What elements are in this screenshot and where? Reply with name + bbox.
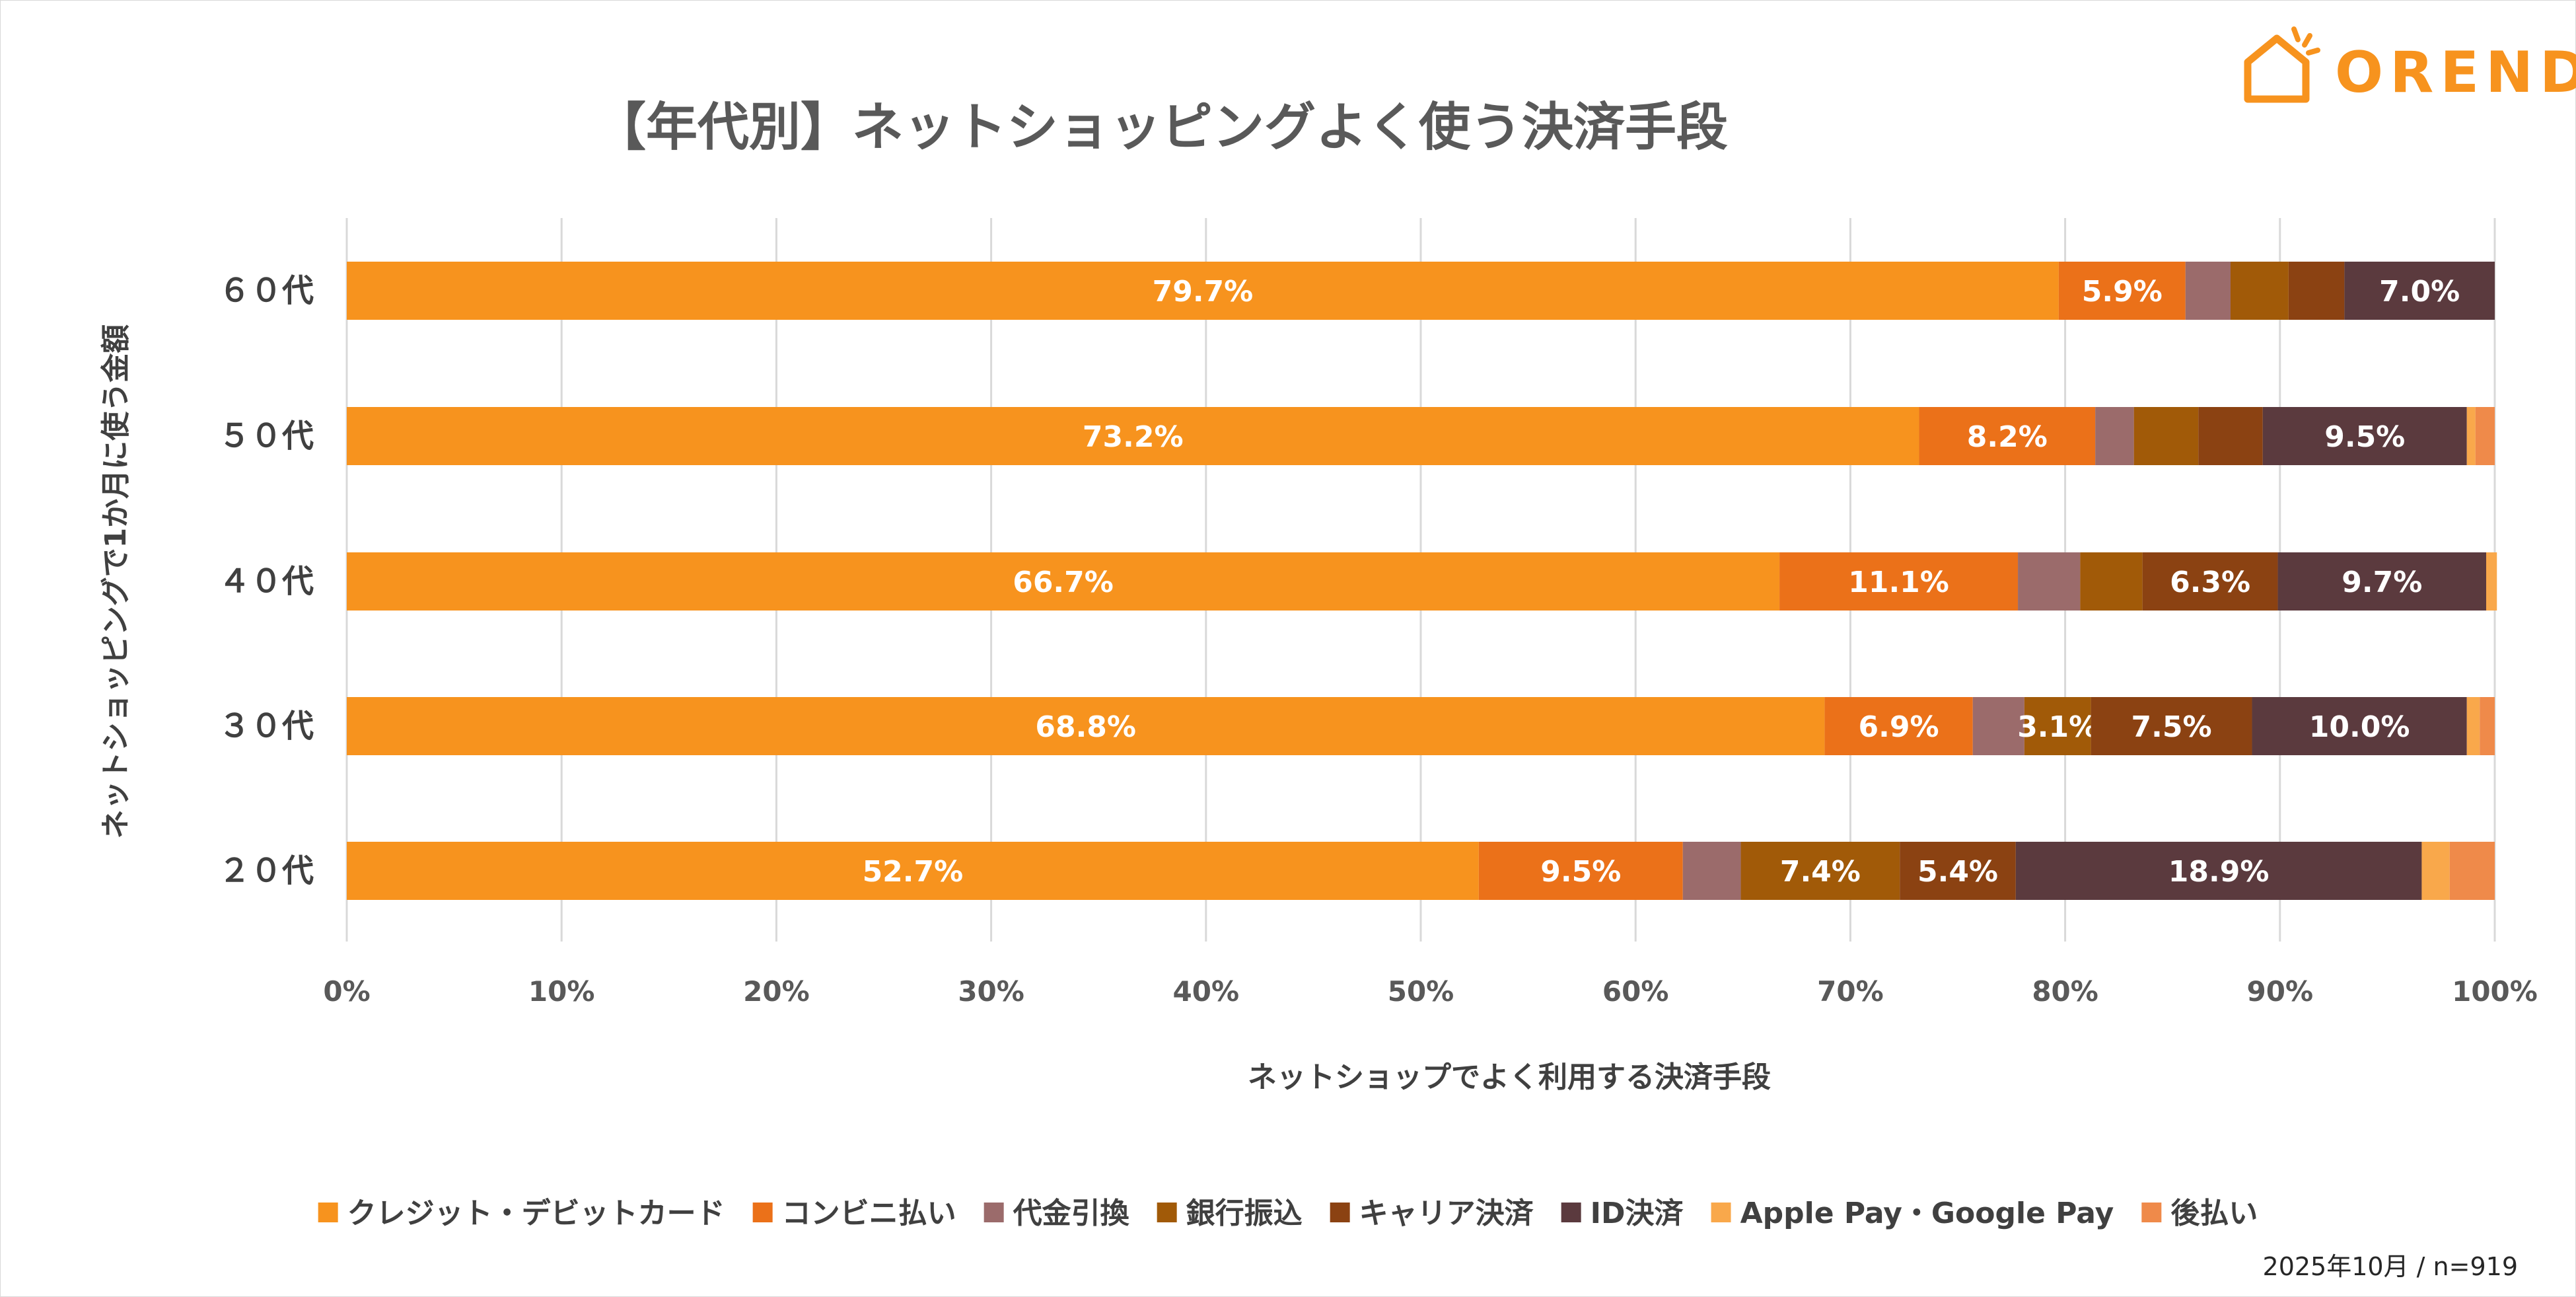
- bar-segment: [2024, 697, 2091, 755]
- y-category-label: ４０代: [219, 563, 314, 600]
- bar-segment: [1824, 697, 1973, 755]
- data-label: 5.4%: [1917, 855, 1998, 889]
- data-label: 7.0%: [2379, 275, 2460, 309]
- survey-footnote: 2025年10月 / n=919: [2262, 1252, 2518, 1281]
- bar-segment: [347, 407, 1919, 465]
- bar-segment: [1972, 697, 2024, 755]
- data-label: 11.1%: [1848, 566, 1949, 599]
- bar-segment: [2133, 407, 2199, 465]
- legend-swatch: [1157, 1203, 1177, 1222]
- y-axis-title: ネットショッピングで1か月に使う金額: [99, 324, 133, 839]
- legend-label: ID決済: [1591, 1197, 1684, 1230]
- bar-segment: [1740, 842, 1900, 900]
- legend-label: クレジット・デビットカード: [347, 1197, 725, 1230]
- bar-segment: [2252, 697, 2467, 755]
- bar-segment: [2185, 262, 2231, 320]
- bar-segment: [2486, 552, 2497, 611]
- legend-swatch: [2141, 1203, 2162, 1222]
- x-tick-label: 50%: [1388, 975, 1454, 1008]
- bar-segment: [2288, 262, 2345, 320]
- orend-logo: OREND: [2236, 21, 2576, 114]
- legend-swatch: [318, 1203, 338, 1222]
- bar-segment: [347, 842, 1479, 900]
- bar-segment: [1478, 842, 1683, 900]
- data-label: 6.3%: [2170, 566, 2250, 599]
- bar-segment: [2018, 552, 2081, 611]
- bar-segment: [347, 552, 1780, 611]
- legend-label: 銀行振込: [1186, 1197, 1303, 1230]
- bar-segment: [2277, 552, 2486, 611]
- legend-swatch: [752, 1203, 773, 1222]
- data-label: 7.5%: [2131, 710, 2212, 744]
- data-label: 8.2%: [1967, 420, 2048, 454]
- bar-segment: [2198, 407, 2263, 465]
- bar-segment: [347, 697, 1825, 755]
- legend-swatch: [1561, 1203, 1581, 1222]
- data-label: 9.5%: [2324, 420, 2405, 454]
- data-label: 3.1%: [2017, 710, 2098, 744]
- data-label: 18.9%: [2168, 855, 2270, 889]
- legend-label: キャリア決済: [1359, 1197, 1534, 1230]
- y-category-label: ６０代: [219, 272, 314, 309]
- bar-segment: [2421, 842, 2450, 900]
- y-category-label: ５０代: [219, 418, 314, 455]
- data-label: 7.4%: [1780, 855, 1861, 889]
- bar-segment: [2095, 407, 2134, 465]
- bar-segment: [2475, 407, 2495, 465]
- bar-segment: [2058, 262, 2186, 320]
- logo-wordmark: OREND: [2335, 40, 2576, 106]
- x-tick-label: 20%: [743, 975, 810, 1008]
- x-tick-label: 70%: [1817, 975, 1884, 1008]
- legend-label: 後払い: [2170, 1197, 2258, 1230]
- data-label: 52.7%: [863, 855, 964, 889]
- data-label: 5.9%: [2082, 275, 2163, 309]
- bar-segment: [2142, 552, 2278, 611]
- x-tick-label: 40%: [1173, 975, 1240, 1008]
- legend-label: Apple Pay・Google Pay: [1740, 1197, 2114, 1230]
- x-tick-label: 80%: [2032, 975, 2098, 1008]
- bar-segment: [2480, 697, 2495, 755]
- bar-segment: [1919, 407, 2096, 465]
- bar-segment: [1900, 842, 2016, 900]
- legend-label: コンビニ払い: [782, 1197, 956, 1230]
- bar-segment: [2466, 697, 2480, 755]
- x-tick-label: 60%: [1602, 975, 1669, 1008]
- y-category-label: ２０代: [219, 852, 314, 889]
- x-tick-label: 0%: [323, 975, 370, 1008]
- legend-label: 代金引換: [1013, 1197, 1130, 1230]
- data-label: 73.2%: [1083, 420, 1184, 454]
- y-category-label: ３０代: [219, 708, 314, 745]
- bar-segment: [2344, 262, 2495, 320]
- x-tick-label: 10%: [528, 975, 595, 1008]
- legend-swatch: [1330, 1203, 1350, 1222]
- bar-segment: [2091, 697, 2252, 755]
- bar-segment: [1682, 842, 1741, 900]
- data-label: 66.7%: [1013, 566, 1114, 599]
- bar-segment: [347, 262, 2059, 320]
- bar-segment: [2231, 262, 2289, 320]
- bar-segment: [1779, 552, 2019, 611]
- x-axis-title: ネットショップでよく利用する決済手段: [1248, 1060, 1771, 1094]
- bar-segment: [2466, 407, 2476, 465]
- x-tick-label: 90%: [2247, 975, 2314, 1008]
- x-tick-label: 30%: [958, 975, 1024, 1008]
- bar-segment: [2262, 407, 2467, 465]
- data-label: 68.8%: [1035, 710, 1136, 744]
- x-tick-label: 100%: [2452, 975, 2538, 1008]
- data-label: 10.0%: [2309, 710, 2410, 744]
- data-label: 9.5%: [1540, 855, 1621, 889]
- data-label: 6.9%: [1859, 710, 1939, 744]
- bar-segment: [2080, 552, 2143, 611]
- legend-swatch: [984, 1203, 1004, 1222]
- bar-segment: [2449, 842, 2495, 900]
- chart-title: 【年代別】ネットショッピングよく使う決済手段: [594, 98, 1729, 157]
- data-label: 9.7%: [2342, 566, 2422, 599]
- bar-segment: [2015, 842, 2422, 900]
- house-logo-icon: [2244, 26, 2320, 103]
- data-label: 79.7%: [1153, 275, 1254, 309]
- legend-swatch: [1711, 1203, 1731, 1222]
